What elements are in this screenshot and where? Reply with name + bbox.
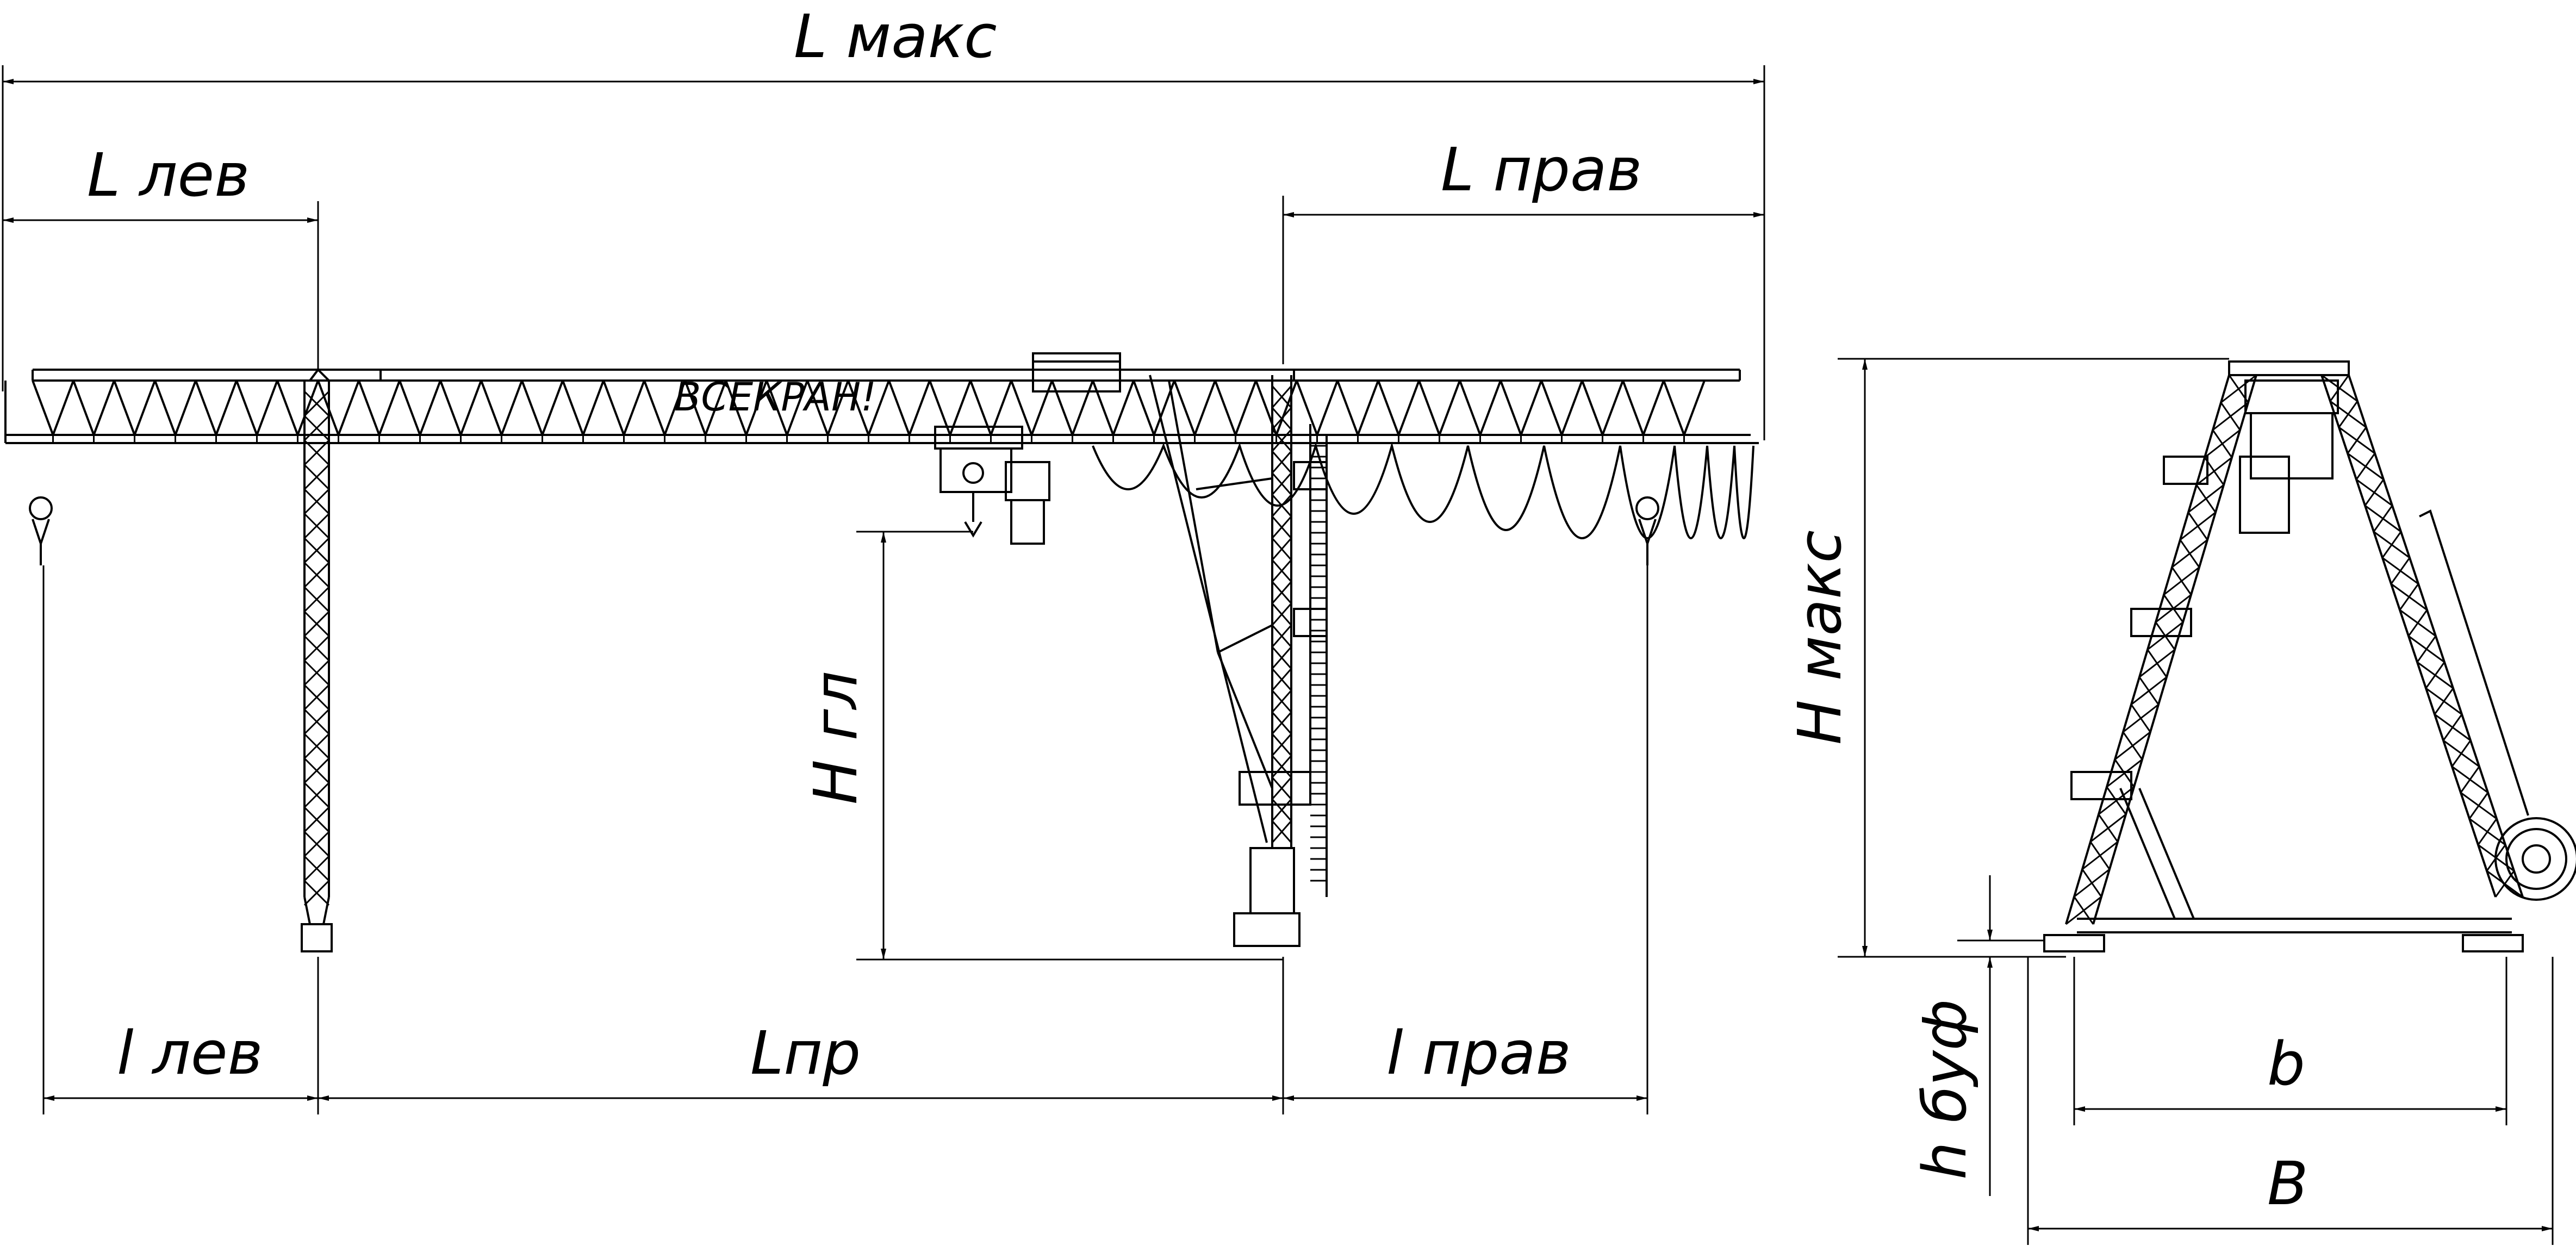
front-view: ВСЕКРАН! — [4, 352, 1759, 952]
label-l-left-small: l лев — [117, 1018, 263, 1088]
right-hook — [1635, 496, 1659, 565]
label-b-small: b — [2267, 1029, 2305, 1099]
label-h-max: H макс — [1785, 530, 1855, 745]
label-l-left: L лев — [87, 140, 250, 210]
label-l-right: L прав — [1441, 135, 1642, 204]
brand-text: ВСЕКРАН! — [674, 374, 876, 420]
label-l-max: L макс — [794, 2, 997, 71]
label-b-big: B — [2267, 1149, 2308, 1218]
main-girder — [4, 369, 1759, 444]
trolley — [934, 352, 1121, 545]
left-hook — [29, 496, 53, 565]
dimension-labels: L макс L лев L прав H гл H макс l лев Lп… — [87, 2, 2308, 1218]
ladder-rungs — [1310, 445, 1327, 882]
right-leg-lacing — [1271, 385, 1292, 843]
label-l-right-small: l прав — [1386, 1018, 1571, 1088]
truss-verticals — [52, 435, 1685, 443]
brand-plate: ВСЕКРАН! — [674, 374, 876, 420]
cable-reel — [2494, 817, 2576, 901]
label-h-hook: H гл — [801, 671, 870, 805]
left-leg-lacing — [303, 390, 330, 906]
dimensions — [2, 65, 2554, 1245]
left-leg — [301, 367, 382, 952]
label-l-span: Lпр — [750, 1018, 861, 1088]
label-h-buf: h буф — [1910, 999, 1980, 1180]
side-lacing — [2065, 374, 2523, 925]
side-view — [2043, 360, 2576, 952]
festoon-cable — [1092, 441, 1754, 539]
right-leg — [1147, 369, 1328, 947]
